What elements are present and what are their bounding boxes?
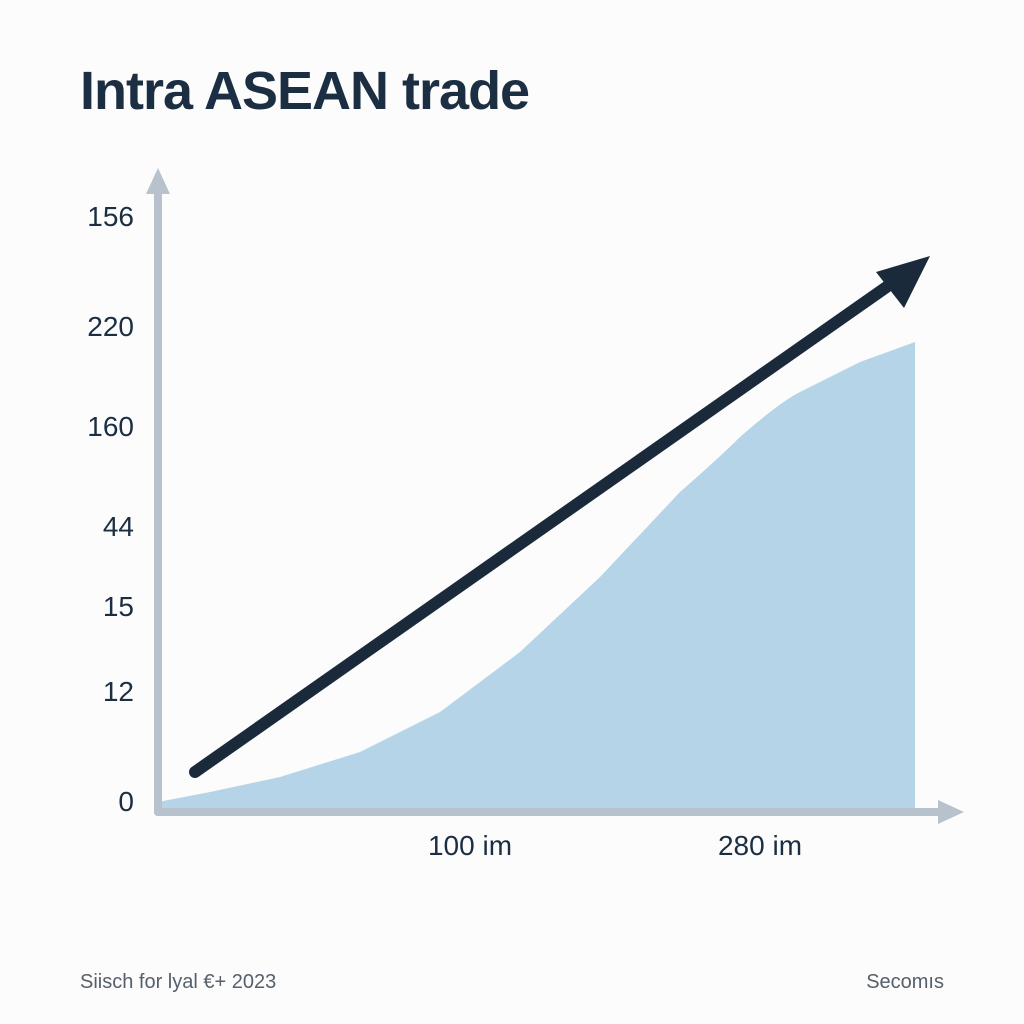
- y-tick-label: 220: [87, 311, 134, 343]
- y-tick-label: 44: [103, 511, 134, 543]
- footer-left-text: Siisch for lyal €+ 2023: [80, 971, 276, 994]
- y-tick-label: 160: [87, 411, 134, 443]
- chart-title: Intra ASEAN trade: [80, 60, 944, 122]
- chart-container: Intra ASEAN trade 156 220 160 44 15 12 0…: [0, 0, 1024, 1024]
- y-tick-label: 156: [87, 201, 134, 233]
- chart-footer: Siisch for lyal €+ 2023 Secomıs: [80, 971, 944, 994]
- area-fill: [158, 342, 915, 812]
- x-tick-label: 280 im: [718, 830, 802, 862]
- chart-svg: [80, 162, 980, 882]
- x-tick-label: 100 im: [428, 830, 512, 862]
- trend-arrowhead-icon: [876, 256, 930, 308]
- x-axis-arrowhead-icon: [938, 800, 964, 824]
- y-tick-label: 15: [103, 591, 134, 623]
- y-tick-label: 12: [103, 676, 134, 708]
- chart-wrapper: 156 220 160 44 15 12 0 100 im 280 im: [80, 162, 940, 862]
- footer-right-text: Secomıs: [866, 971, 944, 994]
- y-axis-arrowhead-icon: [146, 168, 170, 194]
- y-tick-label: 0: [118, 786, 134, 818]
